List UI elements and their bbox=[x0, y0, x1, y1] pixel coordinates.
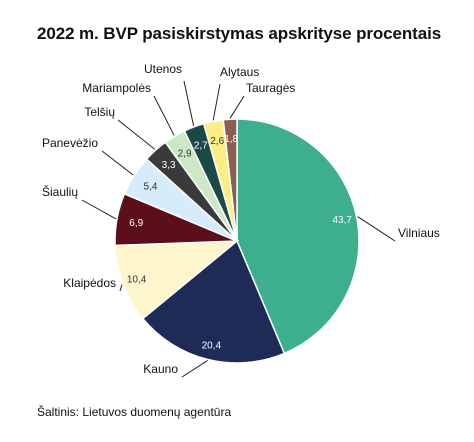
value-label-klaipedos: 10,4 bbox=[127, 275, 147, 286]
pie-slice-kauno bbox=[141, 239, 286, 364]
value-label-telsiu: 3,3 bbox=[162, 160, 176, 171]
value-label-alytaus: 2,6 bbox=[210, 136, 224, 147]
value-label-panevezio: 5,4 bbox=[144, 182, 158, 193]
category-label-mariampoles: Mariampolės bbox=[82, 81, 151, 95]
chart-title: 2022 m. BVP pasiskirstymas apskrityse pr… bbox=[37, 24, 442, 43]
value-label-taurages: 1,8 bbox=[224, 134, 238, 145]
pie-slice-klaipedos bbox=[114, 240, 240, 320]
callout-line-mariampoles bbox=[153, 95, 175, 136]
callout-lines bbox=[81, 80, 396, 378]
callout-line-telsiu bbox=[117, 119, 156, 150]
value-label-utenos: 2,7 bbox=[194, 141, 208, 152]
category-label-kauno: Kauno bbox=[143, 362, 178, 376]
value-label-kauno: 20,4 bbox=[202, 341, 222, 352]
callout-line-siauliu bbox=[81, 199, 117, 220]
chart-source: Šaltinis: Lietuvos duomenų agentūra bbox=[37, 405, 232, 419]
category-label-klaipedos: Klaipėdos bbox=[63, 276, 116, 290]
callout-line-alytaus bbox=[212, 83, 221, 121]
category-label-telsiu: Telšių bbox=[84, 105, 115, 119]
callout-line-kauno bbox=[181, 359, 208, 378]
category-label-panevezio: Panevėžio bbox=[42, 136, 98, 150]
category-label-utenos: Utenos bbox=[144, 62, 182, 76]
pie-slice-vilniaus bbox=[236, 118, 360, 355]
callout-line-panevezio bbox=[101, 150, 134, 176]
callout-line-utenos bbox=[183, 80, 195, 127]
callout-line-vilniaus bbox=[357, 216, 396, 242]
category-label-siauliu: Šiaulių bbox=[42, 184, 78, 199]
pie-slice-taurages bbox=[222, 118, 238, 242]
category-label-taurages: Tauragės bbox=[246, 81, 295, 95]
callout-line-taurages bbox=[229, 95, 245, 119]
category-label-vilniaus: Vilniaus bbox=[398, 226, 440, 240]
slice-labels: 43,7 Vilniaus 20,4 Kauno 10,4 Klaipėdos 6,9 Šia… bbox=[42, 62, 440, 376]
callout-line-klaipedos bbox=[119, 284, 123, 292]
value-label-mariampoles: 2,9 bbox=[178, 148, 192, 159]
value-label-siauliu: 6,9 bbox=[129, 218, 143, 229]
value-label-vilniaus: 43,7 bbox=[332, 215, 352, 226]
pie-slices bbox=[114, 118, 360, 364]
category-label-alytaus: Alytaus bbox=[220, 65, 259, 79]
